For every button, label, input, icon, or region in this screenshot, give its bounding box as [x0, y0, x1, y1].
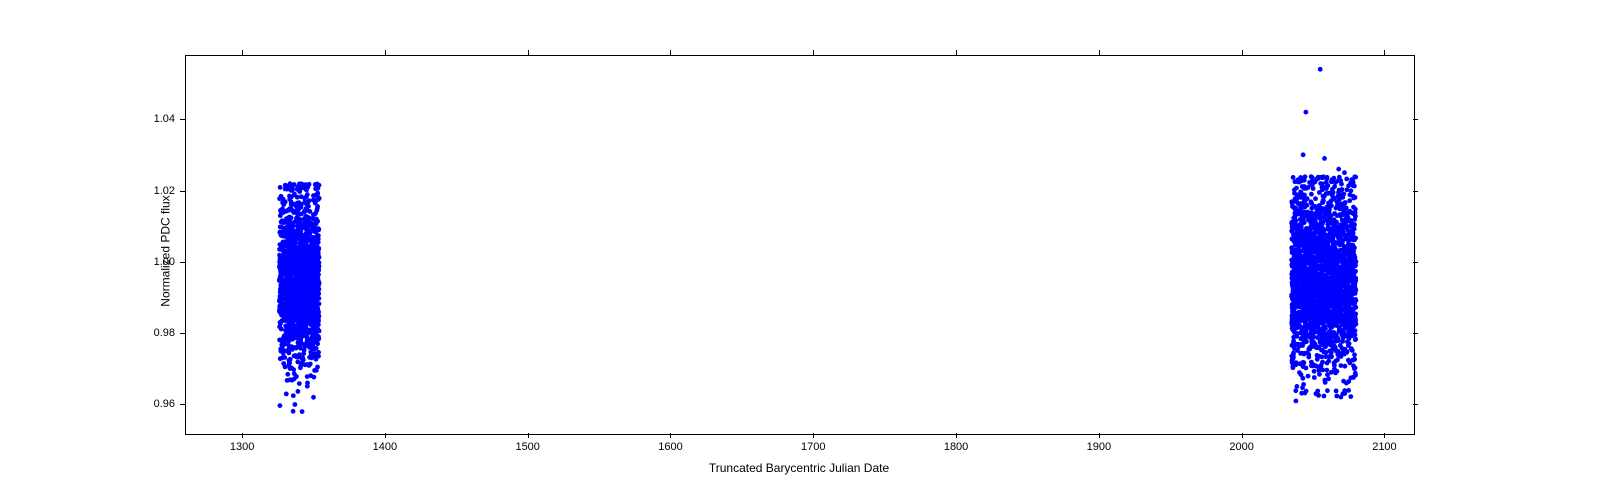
x-tick-label: 1400	[373, 441, 397, 453]
x-tick-label: 1900	[1087, 441, 1111, 453]
x-tick-mark	[1242, 433, 1243, 438]
x-tick-mark	[385, 50, 386, 55]
y-tick-mark	[180, 404, 185, 405]
y-tick-label: 1.02	[140, 185, 175, 197]
x-tick-label: 1600	[658, 441, 682, 453]
x-tick-mark	[528, 433, 529, 438]
y-tick-mark	[1413, 262, 1418, 263]
x-tick-mark	[1384, 433, 1385, 438]
y-axis-label: Normalized PDC flux	[159, 195, 173, 306]
x-tick-mark	[1099, 433, 1100, 438]
x-tick-mark	[956, 433, 957, 438]
x-tick-mark	[1384, 50, 1385, 55]
x-tick-label: 1300	[230, 441, 254, 453]
x-tick-mark	[242, 50, 243, 55]
y-tick-mark	[1413, 333, 1418, 334]
x-tick-mark	[813, 433, 814, 438]
y-tick-mark	[1413, 404, 1418, 405]
x-tick-label: 1800	[944, 441, 968, 453]
y-tick-label: 1.00	[140, 256, 175, 268]
y-tick-mark	[180, 191, 185, 192]
chart-container: Normalized PDC flux Truncated Barycentri…	[0, 0, 1600, 500]
y-tick-label: 0.96	[140, 398, 175, 410]
y-tick-mark	[180, 262, 185, 263]
y-tick-label: 0.98	[140, 327, 175, 339]
x-tick-label: 2000	[1229, 441, 1253, 453]
y-tick-label: 1.04	[140, 113, 175, 125]
x-tick-mark	[813, 50, 814, 55]
y-tick-mark	[1413, 119, 1418, 120]
x-tick-mark	[956, 50, 957, 55]
y-tick-mark	[180, 333, 185, 334]
x-tick-mark	[385, 433, 386, 438]
x-tick-label: 1700	[801, 441, 825, 453]
x-tick-mark	[242, 433, 243, 438]
x-tick-mark	[670, 433, 671, 438]
x-axis-label: Truncated Barycentric Julian Date	[699, 461, 899, 475]
y-tick-mark	[180, 119, 185, 120]
scatter-svg	[0, 0, 1600, 500]
y-tick-mark	[1413, 191, 1418, 192]
x-tick-label: 1500	[515, 441, 539, 453]
x-tick-mark	[1099, 50, 1100, 55]
x-tick-mark	[670, 50, 671, 55]
x-tick-label: 2100	[1372, 441, 1396, 453]
x-tick-mark	[528, 50, 529, 55]
x-tick-mark	[1242, 50, 1243, 55]
